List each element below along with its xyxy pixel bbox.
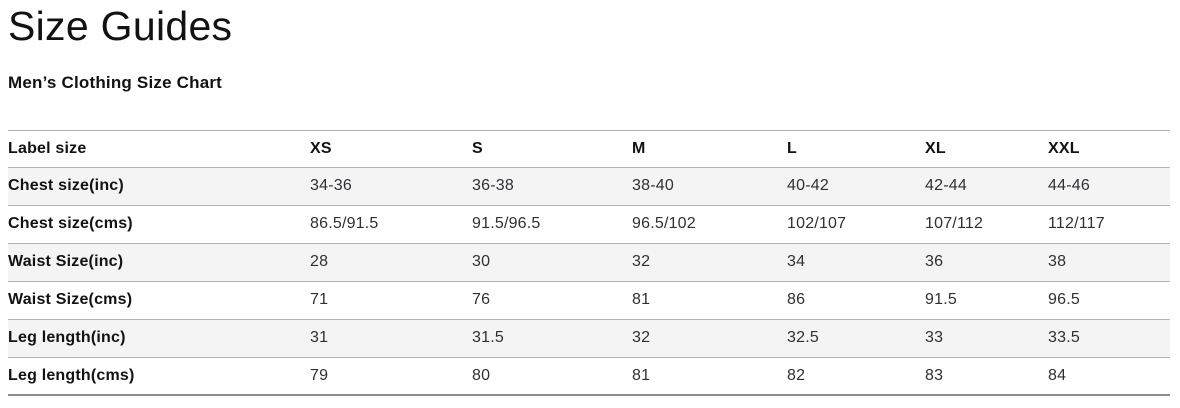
column-header-xs: XS (310, 139, 332, 157)
size-value-cell: 40-42 (787, 177, 829, 195)
table-header-row: Label size XS S M L XL XXL (8, 130, 1170, 168)
size-value-cell: 42-44 (925, 177, 967, 195)
table-row: Waist Size(inc) 28 30 32 34 36 38 (8, 243, 1170, 282)
column-header-label-size: Label size (8, 139, 87, 157)
size-value-cell: 71 (310, 291, 329, 309)
size-value-cell: 84 (1048, 366, 1067, 384)
row-label: Waist Size(cms) (8, 291, 133, 309)
size-value-cell: 33 (925, 329, 944, 347)
column-header-s: S (472, 139, 483, 157)
size-value-cell: 36 (925, 253, 944, 271)
row-label: Leg length(cms) (8, 366, 135, 384)
size-value-cell: 34-36 (310, 177, 352, 195)
table-body: Chest size(inc) 34-36 36-38 38-40 40-42 42-44… (8, 167, 1170, 396)
size-value-cell: 33.5 (1048, 329, 1080, 347)
size-value-cell: 102/107 (787, 215, 847, 233)
size-value-cell: 82 (787, 366, 806, 384)
size-value-cell: 28 (310, 253, 329, 271)
size-value-cell: 38-40 (632, 177, 674, 195)
page-title: Size Guides (8, 3, 233, 49)
column-header-l: L (787, 139, 797, 157)
size-value-cell: 81 (632, 366, 651, 384)
size-value-cell: 36-38 (472, 177, 514, 195)
size-value-cell: 34 (787, 253, 806, 271)
size-value-cell: 76 (472, 291, 491, 309)
table-row: Chest size(cms) 86.5/91.5 91.5/96.5 96.5/10… (8, 205, 1170, 244)
size-value-cell: 32 (632, 329, 651, 347)
size-value-cell: 32.5 (787, 329, 819, 347)
table-row: Leg length(inc) 31 31.5 32 32.5 33 33.5 (8, 319, 1170, 358)
table-row: Waist Size(cms) 71 76 81 86 91.5 96.5 (8, 281, 1170, 320)
size-value-cell: 112/117 (1048, 215, 1105, 233)
size-value-cell: 81 (632, 291, 651, 309)
size-value-cell: 91.5 (925, 291, 957, 309)
size-value-cell: 38 (1048, 253, 1067, 271)
column-header-xxl: XXL (1048, 139, 1080, 157)
column-header-xl: XL (925, 139, 946, 157)
size-value-cell: 31 (310, 329, 329, 347)
size-value-cell: 80 (472, 366, 491, 384)
size-value-cell: 83 (925, 366, 944, 384)
table-row: Chest size(inc) 34-36 36-38 38-40 40-42 42-44… (8, 167, 1170, 206)
row-label: Waist Size(inc) (8, 253, 124, 271)
size-value-cell: 96.5 (1048, 291, 1080, 309)
size-value-cell: 44-46 (1048, 177, 1090, 195)
row-label: Leg length(inc) (8, 329, 126, 347)
row-label: Chest size(cms) (8, 215, 133, 233)
column-header-m: M (632, 139, 646, 157)
size-value-cell: 31.5 (472, 329, 504, 347)
size-value-cell: 32 (632, 253, 651, 271)
size-value-cell: 86.5/91.5 (310, 215, 379, 233)
size-value-cell: 96.5/102 (632, 215, 696, 233)
size-value-cell: 86 (787, 291, 806, 309)
size-value-cell: 79 (310, 366, 329, 384)
row-label: Chest size(inc) (8, 177, 124, 195)
size-value-cell: 107/112 (925, 215, 984, 233)
size-value-cell: 30 (472, 253, 491, 271)
chart-subtitle: Men’s Clothing Size Chart (8, 73, 223, 93)
size-chart-table: Label size XS S M L XL XXL Chest size(inc) 34-3… (8, 129, 1170, 397)
size-value-cell: 91.5/96.5 (472, 215, 541, 233)
size-guides-page: Size Guides Men’s Clothing Size Chart La… (8, 3, 1170, 397)
table-row: Leg length(cms) 79 80 81 82 83 84 (8, 357, 1170, 396)
